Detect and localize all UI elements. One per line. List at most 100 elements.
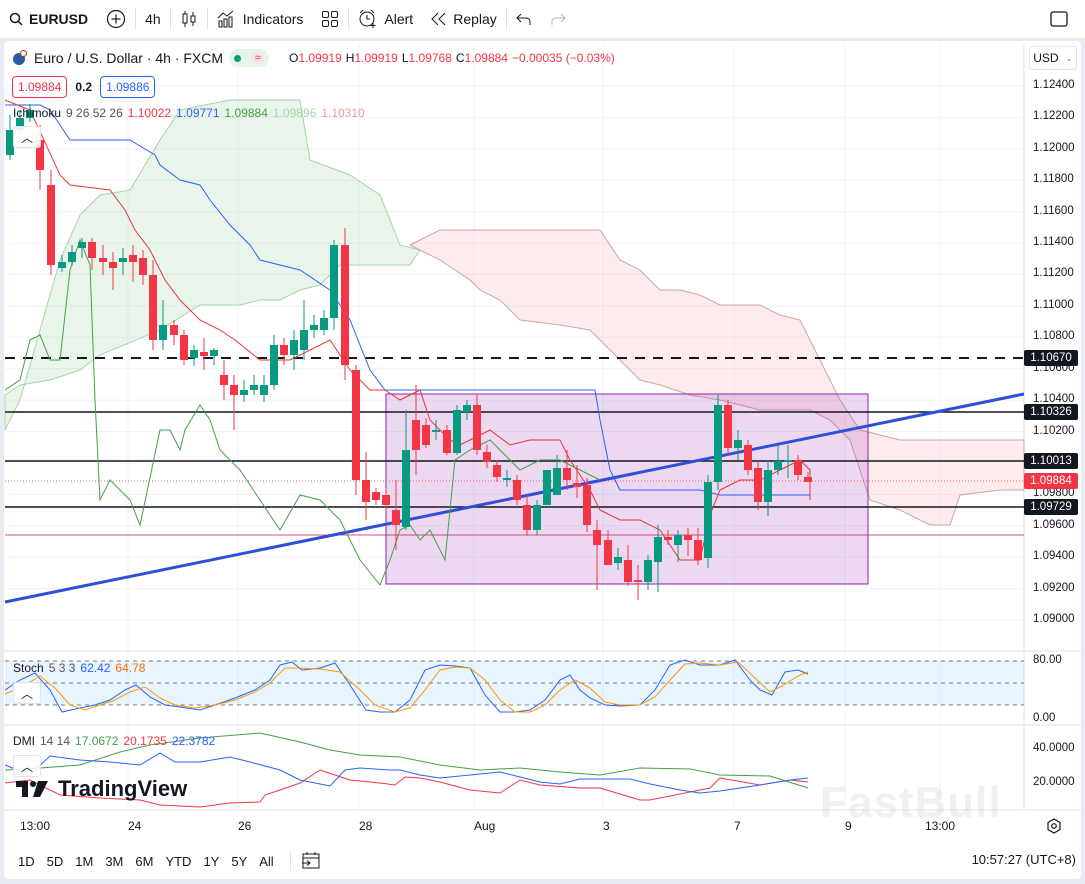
candle-body — [310, 325, 318, 330]
time-tick: 13:00 — [925, 819, 956, 833]
ichimoku-legend[interactable]: Ichimoku 9 26 52 26 1.10022 1.09771 1.09… — [13, 106, 365, 120]
stoch-params: 5 3 3 — [48, 661, 76, 675]
chart-type-button[interactable] — [171, 0, 207, 38]
plus-circle-icon — [107, 9, 126, 29]
clock-timezone[interactable]: 10:57:27 (UTC+8) — [971, 852, 1076, 867]
candle-body — [26, 110, 34, 118]
candle-body — [372, 492, 380, 500]
undo-icon — [516, 13, 531, 25]
price-tick: 1.09800 — [1033, 487, 1075, 500]
time-tick: 26 — [238, 819, 252, 833]
candle-body — [36, 140, 44, 170]
chart-legend: Euro / U.S. Dollar · 4h · FXCM ≈ O1.0991… — [12, 49, 615, 67]
ichimoku-value: 1.10310 — [321, 106, 365, 120]
candle-body — [149, 275, 157, 340]
price-tick: 1.10200 — [1033, 424, 1075, 437]
stoch-d-line — [4, 661, 809, 713]
redo-button[interactable] — [541, 0, 575, 38]
candle-body — [804, 477, 812, 482]
dmi-value: 17.0672 — [75, 734, 119, 748]
search-icon — [9, 12, 23, 26]
spread-value: 0.2 — [75, 80, 93, 94]
candle-body — [714, 405, 722, 482]
range-1m[interactable]: 1M — [75, 853, 94, 869]
dmi-name: DMI — [13, 734, 35, 748]
candle-body — [754, 468, 762, 502]
range-1y[interactable]: 1Y — [203, 853, 220, 869]
range-buttons: 1D 5D 1M 3M 6M YTD 1Y 5Y All — [12, 854, 280, 869]
candle-body — [382, 495, 390, 505]
candle-body — [674, 535, 682, 545]
candle-body — [139, 258, 147, 275]
candle-body — [68, 252, 76, 262]
range-5y[interactable]: 5Y — [231, 853, 248, 869]
price-tick: 1.12200 — [1033, 110, 1075, 123]
ichimoku-value: 1.09884 — [224, 106, 268, 120]
collapse-stoch-button[interactable]: ︿ — [13, 682, 41, 704]
candle-body — [362, 480, 370, 502]
price-tick: 1.11600 — [1033, 204, 1074, 217]
undo-button[interactable] — [507, 0, 541, 38]
candle-body — [744, 445, 752, 470]
ichimoku-value: 1.09771 — [176, 106, 220, 120]
alert-label: Alert — [384, 11, 414, 27]
time-tick: 13:00 — [20, 819, 51, 833]
alert-button[interactable]: Alert — [349, 0, 422, 38]
stoch-legend[interactable]: Stoch 5 3 3 62.42 64.78 — [13, 661, 145, 675]
candle-body — [563, 468, 571, 480]
price-tick: 1.11800 — [1033, 173, 1074, 186]
stoch-axis-80: 80.00 — [1033, 654, 1062, 666]
candle-body — [513, 480, 521, 500]
candle-body — [129, 255, 137, 262]
candle-body — [664, 537, 672, 540]
candle-body — [159, 325, 167, 340]
settings-button[interactable] — [1046, 818, 1062, 839]
range-5d[interactable]: 5D — [46, 853, 64, 869]
tradingview-watermark[interactable]: TradingView — [16, 776, 187, 802]
candlestick-icon — [182, 11, 196, 27]
sell-price-button[interactable]: 1.09884 — [12, 76, 68, 98]
range-ytd[interactable]: YTD — [165, 853, 192, 869]
range-all[interactable]: All — [259, 853, 274, 869]
candle-body — [654, 537, 662, 562]
goto-date-button[interactable] — [301, 851, 321, 872]
collapse-legend-button[interactable]: ︿ — [13, 126, 41, 148]
candle-body — [684, 535, 692, 540]
price-tick: 1.09200 — [1033, 581, 1075, 594]
chevron-up-icon: ︿ — [20, 686, 33, 701]
range-6m[interactable]: 6M — [135, 853, 154, 869]
candle-body — [422, 425, 430, 445]
tradingview-text: TradingView — [58, 776, 188, 801]
candle-body — [774, 461, 782, 470]
indicators-button[interactable]: Indicators — [208, 0, 313, 38]
candle-body — [320, 318, 328, 330]
dmi-legend[interactable]: DMI 14 14 17.0672 20.1735 22.3782 — [13, 734, 215, 748]
range-1d[interactable]: 1D — [18, 853, 35, 869]
kijun-line — [5, 104, 810, 496]
interval-button[interactable]: 4h — [136, 0, 170, 38]
replay-button[interactable]: Replay — [422, 0, 506, 38]
candle-body — [352, 370, 360, 480]
time-tick: 24 — [128, 819, 142, 833]
market-status-pill[interactable]: ≈ — [229, 49, 270, 67]
quote-row: 1.09884 0.2 1.09886 — [12, 76, 156, 98]
chevron-down-icon: ⌄ — [1065, 52, 1073, 63]
candle-body — [220, 375, 228, 385]
compare-button[interactable] — [97, 0, 135, 38]
candle-body — [180, 335, 188, 360]
collapse-dmi-button[interactable]: ︿ — [13, 755, 41, 777]
candle-body — [634, 580, 642, 582]
dmi-adx-line — [4, 732, 809, 789]
fullscreen-button[interactable] — [1041, 0, 1077, 38]
buy-price-button[interactable]: 1.09886 — [100, 76, 156, 98]
currency-select[interactable]: USD ⌄ — [1029, 46, 1077, 70]
range-3m[interactable]: 3M — [105, 853, 124, 869]
symbol-search[interactable]: EURUSD — [0, 0, 97, 38]
layouts-button[interactable] — [312, 0, 348, 38]
candle-body — [47, 185, 55, 265]
time-tick: Aug — [474, 819, 496, 833]
candle-body — [58, 262, 66, 268]
square-icon — [1050, 11, 1068, 27]
divider — [505, 8, 507, 30]
